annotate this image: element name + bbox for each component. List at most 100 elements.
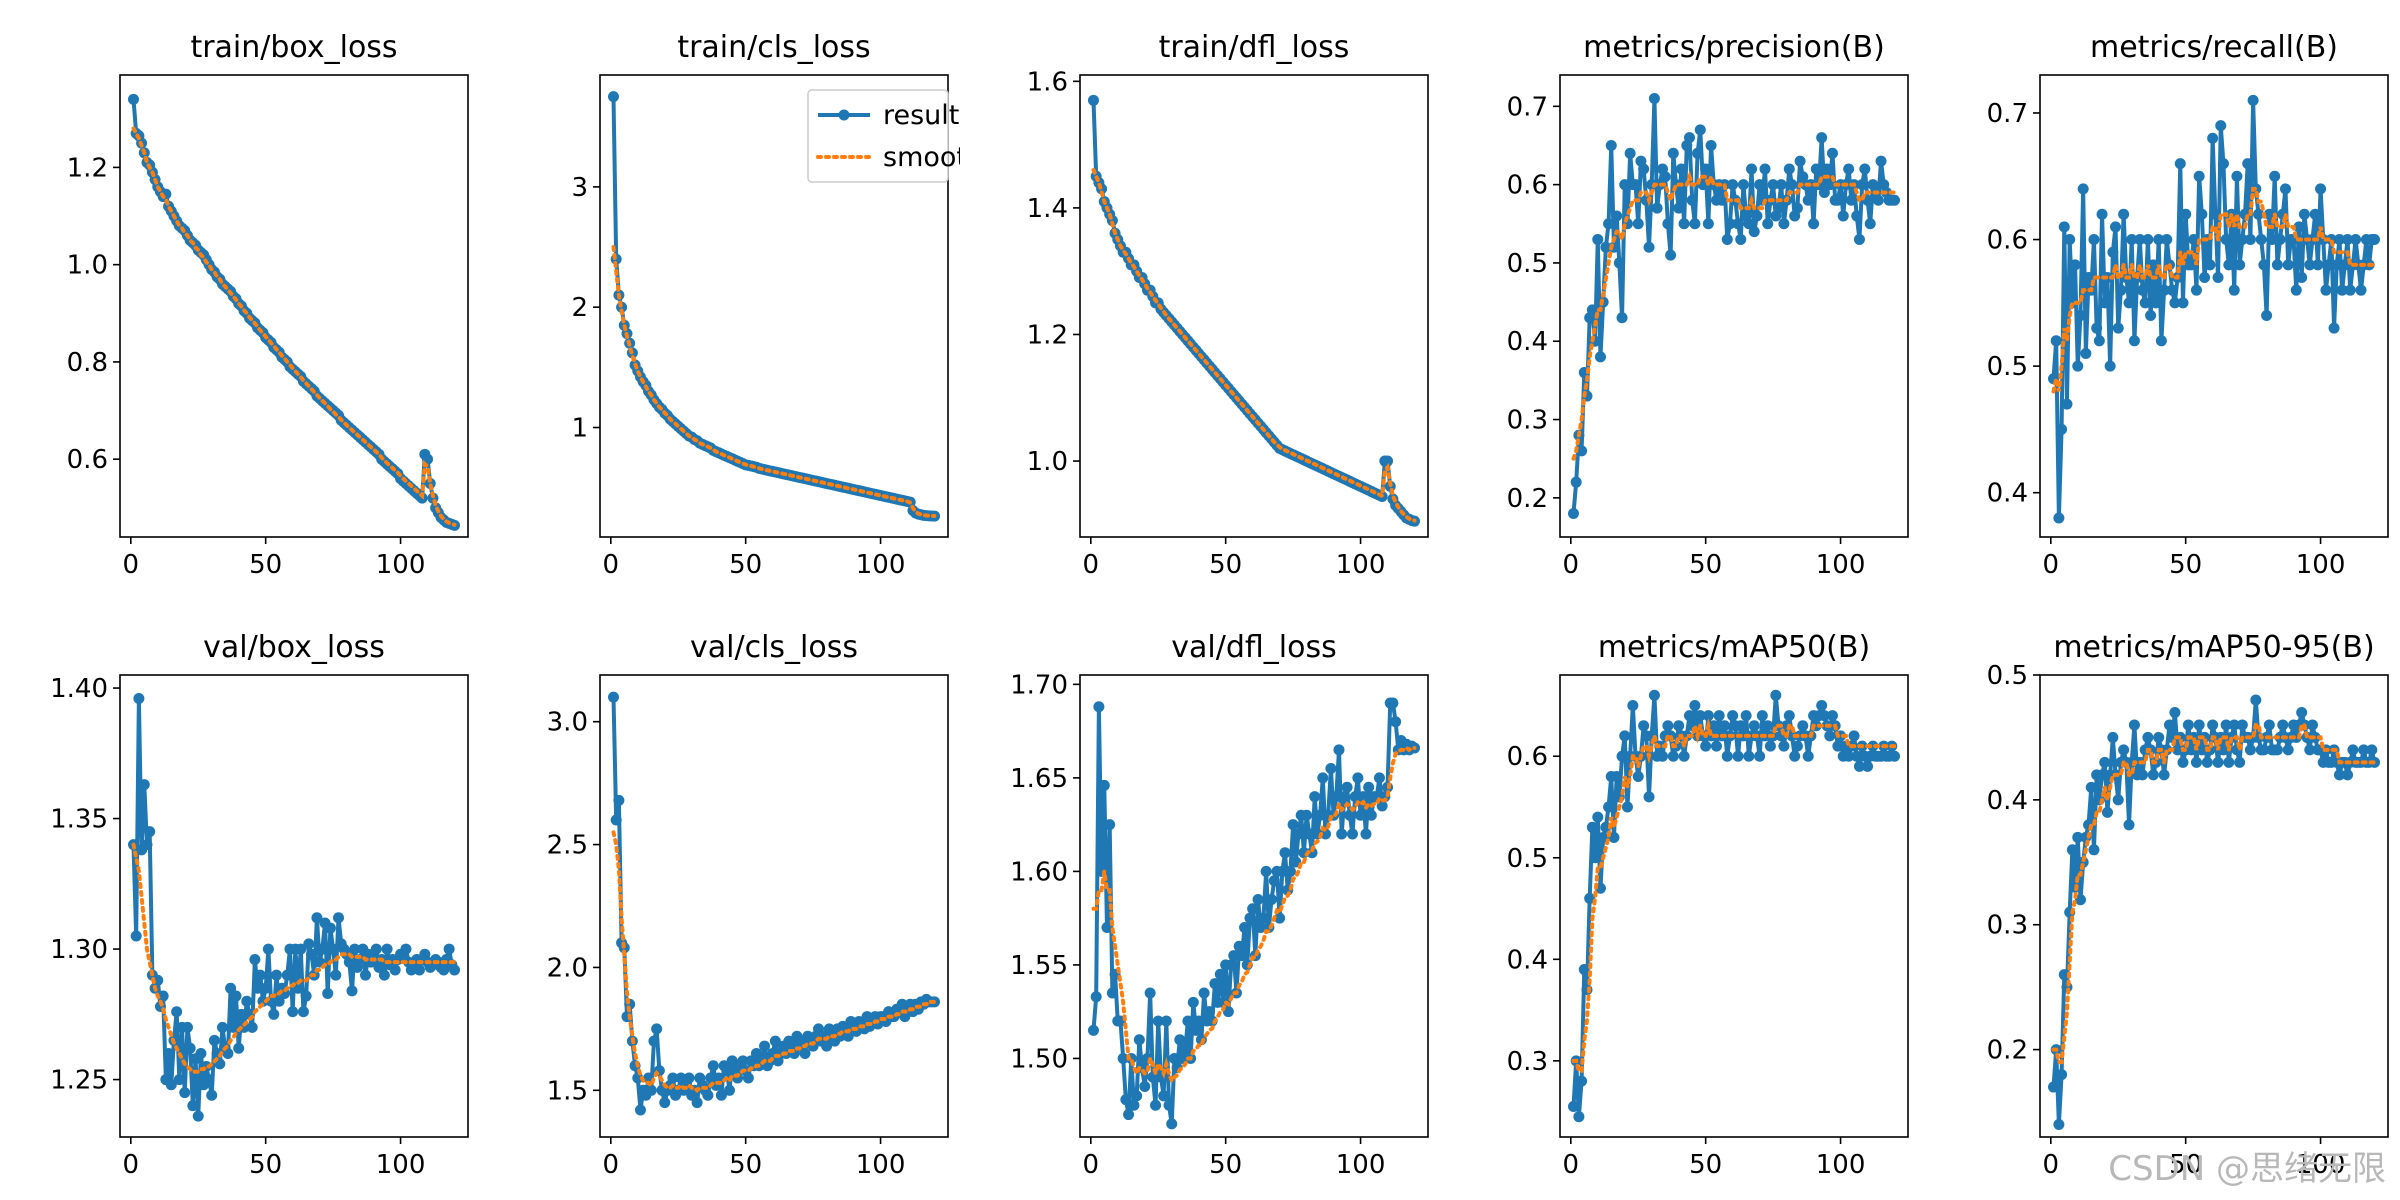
y-tick-label: 2.0 — [547, 953, 588, 983]
x-tick-label: 100 — [1336, 550, 1386, 580]
results-point — [691, 1097, 703, 1109]
results-point — [316, 943, 328, 955]
results-point — [1616, 750, 1628, 762]
results-point — [252, 982, 264, 994]
y-tick-label: 1.0 — [67, 251, 108, 281]
y-tick-label: 2.5 — [547, 831, 588, 861]
results-point — [1851, 750, 1863, 762]
chart-val-cls-loss: val/cls_loss 0 50 100 1.5 2.0 2.5 3.0 — [480, 600, 960, 1200]
results-point — [2320, 284, 2332, 296]
results-point — [1778, 740, 1790, 752]
x-tick-label: 0 — [1563, 550, 1580, 580]
results-point — [1341, 781, 1353, 793]
results-point — [2293, 221, 2305, 233]
results-point — [651, 1023, 663, 1035]
results-point — [1174, 1034, 1186, 1046]
results-point — [1344, 809, 1356, 821]
results-point — [287, 1006, 299, 1018]
results-point — [2358, 744, 2370, 756]
results-point — [1754, 750, 1766, 762]
results-point — [1732, 750, 1744, 762]
y-tick-label: 0.3 — [1507, 1047, 1548, 1077]
results-point — [1106, 987, 1118, 999]
results-point — [413, 964, 425, 976]
results-point — [1770, 689, 1782, 701]
results-point — [181, 1021, 193, 1033]
results-point — [742, 1072, 754, 1084]
results-point — [1821, 163, 1833, 175]
results-point — [1832, 194, 1844, 206]
x-tick-label: 0 — [123, 550, 140, 580]
x-tick-label: 100 — [1336, 1150, 1386, 1180]
results-point — [610, 814, 622, 826]
y-tick-label: 1.50 — [1010, 1044, 1068, 1074]
results-point — [1673, 202, 1685, 214]
results-point — [1303, 828, 1315, 840]
results-point — [2066, 844, 2078, 856]
results-point — [2137, 284, 2149, 296]
chart-title: train/cls_loss — [677, 30, 870, 65]
results-point — [1325, 763, 1337, 775]
results-point — [2315, 183, 2327, 195]
results-point — [1570, 476, 1582, 488]
results-point — [306, 948, 318, 960]
results-point — [1746, 163, 1758, 175]
results-point — [1848, 730, 1860, 742]
results-point — [1594, 351, 1606, 363]
y-tick-label: 0.8 — [67, 348, 108, 378]
y-tick-label: 1.6 — [1027, 67, 1068, 97]
chart-val-box-loss: val/box_loss 0 50 100 1.25 1.30 1.35 1.40 — [0, 600, 480, 1200]
results-point — [634, 1104, 646, 1116]
y-tick-label: 1.2 — [1027, 320, 1068, 350]
results-point — [1732, 218, 1744, 230]
results-point — [1675, 163, 1687, 175]
results-point — [2304, 259, 2316, 271]
results-point — [1266, 893, 1278, 905]
results-point — [144, 826, 156, 838]
results-point — [2096, 769, 2108, 781]
results-point — [1759, 163, 1771, 175]
results-point — [1365, 809, 1377, 821]
results-point — [424, 478, 436, 490]
results-point — [2255, 234, 2267, 246]
x-tick-label: 0 — [2043, 1150, 2060, 1180]
results-point — [1638, 720, 1650, 732]
results-point — [821, 1040, 833, 1052]
results-point — [2112, 322, 2124, 334]
results-point — [1293, 828, 1305, 840]
y-tick-label: 1.0 — [1027, 447, 1068, 477]
results-point — [2366, 744, 2378, 756]
results-point — [1608, 831, 1620, 843]
results-point — [1721, 233, 1733, 245]
y-tick-label: 1.40 — [50, 674, 108, 704]
results-point — [737, 1055, 749, 1067]
results-point — [2193, 170, 2205, 182]
x-tick-label: 0 — [603, 1150, 620, 1180]
results-point — [2236, 234, 2248, 246]
results-point — [127, 93, 139, 105]
results-point — [297, 1006, 309, 1018]
chart-svg: metrics/recall(B) 0 50 100 0.4 0.5 0.6 0.7 — [1987, 30, 2389, 580]
results-point — [1818, 186, 1830, 198]
results-point — [303, 938, 315, 950]
results-point — [1859, 163, 1871, 175]
legend-results-marker — [838, 109, 850, 121]
results-point — [1710, 740, 1722, 752]
axes-frame — [1079, 674, 1429, 1138]
results-point — [1209, 978, 1221, 990]
results-point — [1133, 1034, 1145, 1046]
results-point — [381, 943, 393, 955]
results-point — [2190, 284, 2202, 296]
x-tick-label: 50 — [1209, 1150, 1242, 1180]
results-point — [2296, 706, 2308, 718]
results-point — [2223, 259, 2235, 271]
results-point — [1578, 963, 1590, 975]
results-point — [1662, 720, 1674, 732]
results-point — [2177, 297, 2189, 309]
results-point — [1123, 1109, 1135, 1121]
results-point — [2355, 284, 2367, 296]
results-point — [389, 964, 401, 976]
results-series-line — [611, 697, 935, 1112]
